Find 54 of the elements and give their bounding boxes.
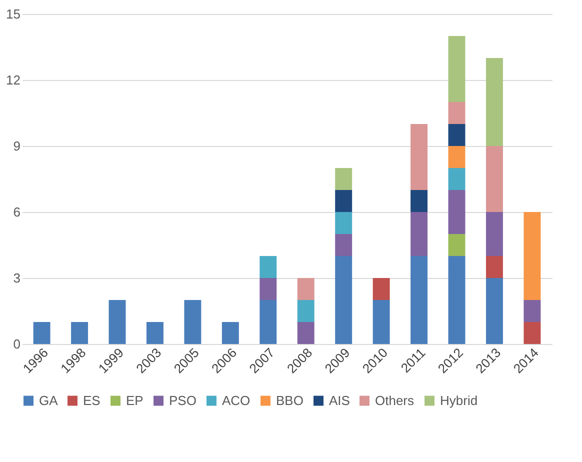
bar [524, 322, 541, 344]
bar [448, 124, 466, 146]
y-tick-label: 9 [13, 138, 20, 154]
bar [260, 300, 277, 344]
bar [260, 278, 277, 300]
bar [372, 300, 390, 344]
bar [33, 322, 50, 344]
legend-label: Others [375, 392, 415, 408]
bar [146, 322, 164, 344]
legend-label: PSO [169, 392, 196, 408]
y-tick-label: 15 [6, 6, 20, 22]
legend-label: ACO [222, 392, 250, 408]
bar [448, 256, 466, 344]
legend-label: AIS [329, 392, 350, 408]
legend-label: Hybrid [440, 392, 478, 408]
y-tick-label: 3 [13, 270, 20, 286]
bar [410, 190, 428, 212]
bar [448, 168, 466, 190]
bar [184, 300, 202, 344]
bar [486, 278, 503, 344]
bar [448, 36, 466, 102]
y-tick-label: 6 [13, 204, 20, 220]
bar [486, 58, 503, 146]
bar [335, 234, 352, 256]
bar [448, 234, 466, 256]
bar [108, 300, 126, 344]
bar [297, 300, 314, 322]
bar [71, 322, 88, 344]
y-tick-label: 0 [13, 336, 20, 352]
bar [410, 212, 428, 256]
bar [448, 146, 466, 168]
legend-label: BBO [276, 392, 304, 408]
bar [448, 102, 466, 124]
bar [297, 278, 314, 300]
bar [524, 212, 541, 300]
bar [486, 146, 503, 212]
legend-label: ES [83, 392, 101, 408]
bar [486, 212, 503, 256]
bar [222, 322, 239, 344]
bar [335, 168, 352, 190]
bar [524, 300, 541, 322]
legend-label: EP [126, 392, 144, 408]
bar [335, 190, 352, 212]
bar [297, 322, 314, 344]
bar [260, 256, 277, 278]
bar [335, 212, 352, 234]
bar [410, 256, 428, 344]
legend-label: GA [39, 392, 58, 408]
y-tick-label: 12 [6, 72, 20, 88]
bar [448, 190, 466, 234]
bar [372, 278, 390, 300]
bar [410, 124, 428, 190]
bar [335, 256, 352, 344]
bar [486, 256, 503, 278]
